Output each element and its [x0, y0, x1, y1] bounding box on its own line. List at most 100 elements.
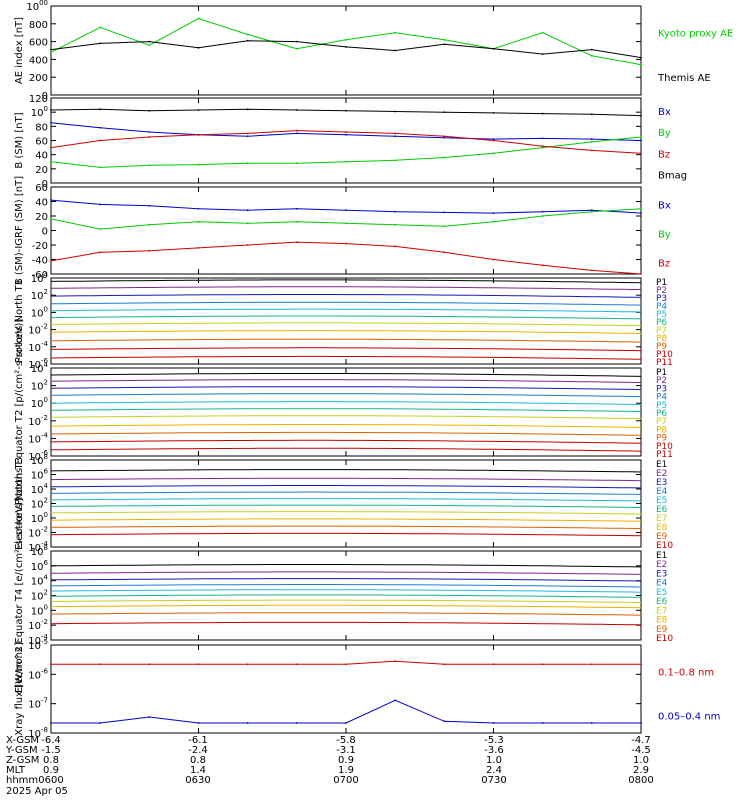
- y-tick-label: 10-4: [28, 340, 48, 354]
- data-point: [295, 132, 298, 135]
- data-point: [295, 40, 298, 43]
- data-point: [590, 209, 593, 212]
- data-point: [197, 109, 200, 111]
- data-point: [197, 163, 200, 166]
- y-axis-label: Electrons Equator T4 [e/(cm²-s-sr-keV)]: [14, 498, 25, 693]
- y-tick-label: 104: [31, 574, 49, 588]
- legend-entry: E8: [656, 523, 668, 533]
- legend-entry: P5: [656, 401, 667, 411]
- data-point: [640, 273, 642, 275]
- data-point: [345, 663, 347, 666]
- y-tick-label: -60: [32, 270, 48, 281]
- data-point: [590, 149, 593, 152]
- legend-entry: P3: [656, 294, 667, 304]
- channel-line-E7: [50, 511, 642, 515]
- footer-col4-xgsm: -4.7: [631, 735, 651, 746]
- data-point: [345, 46, 347, 48]
- data-point: [394, 135, 397, 138]
- panel-frame: [50, 277, 642, 365]
- legend-entry: P1: [656, 368, 667, 378]
- data-point: [640, 136, 642, 138]
- y-tick-label: -40: [32, 256, 48, 267]
- footer-col2-hhmm: 0700: [333, 775, 358, 786]
- data-point: [50, 109, 52, 111]
- data-point: [50, 663, 52, 666]
- y-tick-label: 200: [29, 73, 48, 84]
- y-tick-label: 102: [31, 288, 48, 302]
- footer-col1-xgsm: -6.1: [188, 735, 208, 746]
- data-point: [50, 260, 52, 262]
- footer-col1-mlt: 1.4: [190, 765, 206, 776]
- data-point: [590, 54, 593, 57]
- y-tick-label: 104: [31, 361, 49, 375]
- channel-line-E1: [51, 564, 642, 568]
- data-point: [295, 722, 298, 724]
- data-point: [246, 222, 249, 225]
- legend-entry: By: [658, 128, 671, 139]
- data-point: [295, 207, 298, 210]
- data-point: [148, 136, 151, 138]
- data-point: [50, 199, 52, 201]
- footer-col2-xgsm: -5.8: [336, 735, 356, 746]
- y-tick-label: 10-6: [28, 667, 48, 681]
- data-point: [640, 722, 642, 724]
- channel-line-P11: [50, 447, 642, 452]
- data-point: [246, 108, 249, 111]
- data-point: [590, 663, 593, 666]
- legend-entry: P3: [656, 384, 667, 394]
- data-point: [443, 43, 446, 46]
- legend-entry: Bx: [658, 107, 671, 118]
- data-point: [345, 38, 347, 41]
- y-tick-label: -20: [32, 241, 48, 252]
- legend-entry: E9: [656, 532, 668, 542]
- panel-frame: [50, 5, 642, 96]
- y-tick-label: 600: [29, 38, 48, 49]
- data-point: [197, 722, 200, 724]
- channel-line-P9: [50, 431, 642, 436]
- legend-entry: E10: [656, 634, 673, 644]
- channel-line-E10: [50, 532, 642, 537]
- y-tick-label: 10-4: [28, 633, 48, 647]
- y-axis-label: AE index [nT]: [14, 17, 25, 84]
- y-axis-label: B (SM) [nT]: [14, 112, 25, 168]
- panel-frame: [50, 644, 642, 734]
- data-point: [443, 38, 446, 41]
- y-tick-label: 104: [31, 271, 49, 285]
- data-point: [99, 166, 102, 169]
- legend-entry: E8: [656, 616, 668, 626]
- data-point: [492, 220, 495, 223]
- y-tick-label: 10-2: [28, 323, 48, 337]
- data-point: [640, 139, 642, 142]
- data-point: [148, 249, 151, 252]
- data-point: [50, 51, 52, 54]
- footer-col1-zgsm: 0.8: [190, 755, 206, 766]
- channel-line-E3: [50, 578, 642, 582]
- y-tick-label: 0: [42, 227, 48, 238]
- footer-col2-mlt: 1.9: [338, 765, 354, 776]
- legend-entry: E10: [656, 541, 673, 551]
- data-point: [492, 722, 495, 724]
- data-point: [99, 251, 102, 254]
- data-point: [394, 132, 397, 135]
- channel-line-P1: [50, 373, 642, 377]
- y-tick-label: 100: [31, 511, 48, 525]
- data-point: [590, 722, 593, 724]
- data-point: [640, 212, 642, 215]
- data-point: [246, 132, 249, 135]
- data-point: [443, 663, 446, 666]
- y-tick-label: 10-2: [28, 618, 48, 632]
- data-point: [394, 31, 397, 34]
- data-point: [148, 109, 151, 112]
- legend-entry: P7: [656, 417, 667, 427]
- y-tick-label: 100: [31, 305, 48, 319]
- legend-entry: Themis AE: [657, 73, 711, 84]
- y-tick-label: 106: [31, 559, 49, 573]
- data-point: [443, 720, 446, 723]
- y-axis-label: Protons Equator T2 [p/(cm²-s-sr-keV)]: [14, 319, 25, 506]
- data-point: [640, 663, 642, 666]
- data-point: [443, 135, 446, 138]
- footer-label-zgsm: Z-GSM: [6, 755, 39, 766]
- y-tick-label: 10-5: [28, 638, 48, 652]
- series-line-2: [51, 699, 641, 724]
